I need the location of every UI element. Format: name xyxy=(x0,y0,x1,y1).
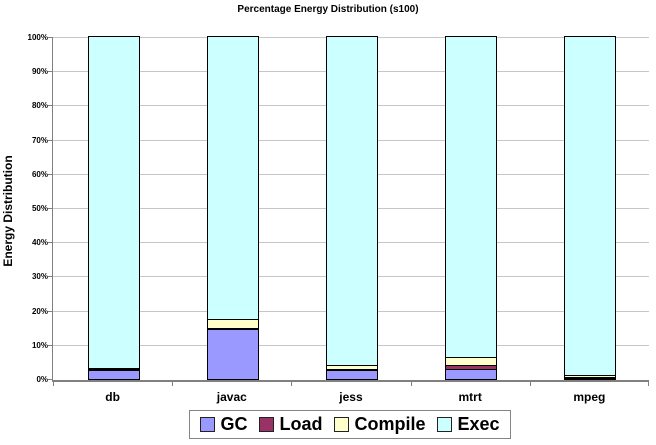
y-tick-label: 30% xyxy=(31,272,48,282)
legend-label-load: Load xyxy=(279,414,323,434)
legend-label-gc: GC xyxy=(220,414,248,434)
bar-segment-compile xyxy=(565,375,615,377)
y-tick-mark xyxy=(48,208,53,209)
bar-segment-compile xyxy=(208,319,258,328)
y-tick-label: 0% xyxy=(36,375,48,384)
y-tick-mark xyxy=(48,242,53,244)
legend-row: GC Load Compile Exec xyxy=(52,410,648,439)
y-tick-mark xyxy=(48,173,53,175)
bar-segment-gc xyxy=(208,329,258,379)
y-tick-mark xyxy=(48,37,53,38)
bar-segment-compile xyxy=(327,365,377,369)
x-tick-mark xyxy=(530,380,531,386)
y-tick-mark xyxy=(48,139,53,141)
bar-segment-load xyxy=(89,369,139,371)
bar-jess xyxy=(326,36,378,380)
x-tick-label-db: db xyxy=(105,390,120,404)
bar-segment-exec xyxy=(446,37,496,357)
bar-segment-gc xyxy=(89,370,139,379)
y-tick-mark xyxy=(48,344,53,346)
y-tick-mark xyxy=(48,71,53,73)
legend-item-load: Load xyxy=(259,414,322,435)
x-tick-label-jess: jess xyxy=(339,390,363,404)
legend-swatch-gc xyxy=(200,417,216,432)
y-tick-mark xyxy=(48,310,53,312)
bar-segment-gc xyxy=(327,370,377,379)
x-tick-mark xyxy=(53,380,54,386)
y-tick-label: 80% xyxy=(31,101,48,111)
y-tick-label: 90% xyxy=(31,67,48,77)
y-tick-label: 60% xyxy=(31,169,48,179)
legend-item-gc: GC xyxy=(200,414,247,435)
bar-segment-load xyxy=(208,327,258,330)
legend-swatch-load xyxy=(259,417,275,432)
legend-item-compile: Compile xyxy=(334,414,425,435)
x-tick-label-javac: javac xyxy=(216,390,247,404)
y-tick-label: 70% xyxy=(31,135,48,145)
x-tick-mark xyxy=(291,380,292,386)
legend-item-exec: Exec xyxy=(437,414,500,435)
bar-mpeg xyxy=(564,36,616,380)
bar-mtrt xyxy=(445,36,497,380)
legend-label-compile: Compile xyxy=(354,414,426,434)
y-tick-label: 100% xyxy=(27,33,48,42)
legend-swatch-exec xyxy=(437,417,453,432)
y-tick-label: 10% xyxy=(31,340,48,350)
chart-title: Percentage Energy Distribution (s100) xyxy=(237,4,419,15)
plot-area: 0% 10% 20% 30% 40% 50% 60% 70% 80% 90% 100% db javac… xyxy=(28,33,649,404)
bar-segment-load xyxy=(446,365,496,369)
bar-segment-load xyxy=(565,376,615,378)
x-tick-label-mtrt: mtrt xyxy=(458,390,482,404)
y-tick-label: 50% xyxy=(31,204,48,213)
legend-swatch-compile xyxy=(334,417,350,432)
y-tick-label: 20% xyxy=(31,306,48,316)
bar-segment-exec xyxy=(208,37,258,320)
bar-segment-compile xyxy=(89,367,139,370)
bar-segment-exec xyxy=(565,37,615,376)
y-tick-mark xyxy=(48,379,53,380)
y-tick-label: 40% xyxy=(31,238,48,248)
y-tick-mark xyxy=(48,105,53,107)
x-tick-mark xyxy=(648,380,649,386)
bar-segment-load xyxy=(327,368,377,371)
bar-segment-gc xyxy=(446,368,496,379)
y-tick-mark xyxy=(48,276,53,278)
bar-javac xyxy=(207,36,259,380)
bar-segment-exec xyxy=(327,37,377,366)
legend: GC Load Compile Exec xyxy=(189,410,511,439)
x-tick-mark xyxy=(172,380,173,386)
bar-db xyxy=(88,36,140,380)
x-tick-mark xyxy=(411,380,412,386)
x-tick-label-mpeg: mpeg xyxy=(573,390,606,404)
bar-segment-exec xyxy=(89,37,139,368)
bar-segment-gc xyxy=(565,377,615,379)
bar-segment-compile xyxy=(446,356,496,366)
legend-label-exec: Exec xyxy=(457,414,500,434)
